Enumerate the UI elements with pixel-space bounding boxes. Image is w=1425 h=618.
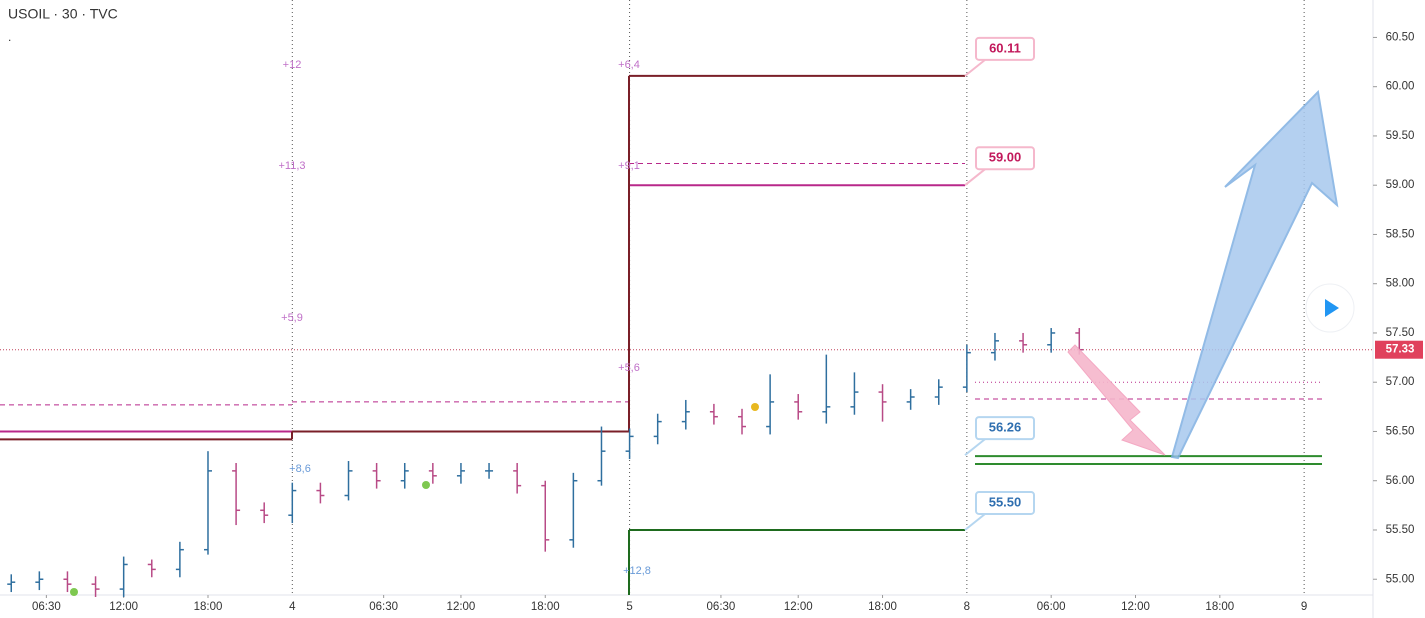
play-icon bbox=[1325, 299, 1339, 317]
y-tick-label: 56.00 bbox=[1386, 475, 1415, 487]
y-tick-label: 55.50 bbox=[1386, 524, 1415, 536]
x-tick-label: 06:30 bbox=[32, 601, 61, 613]
x-tick-label: 18:00 bbox=[531, 601, 560, 613]
label-connector bbox=[964, 513, 986, 531]
price-label-box bbox=[975, 416, 1035, 441]
last-price-label: 57.33 bbox=[1386, 344, 1415, 356]
pink-arrow bbox=[1067, 344, 1166, 456]
y-tick-label: 59.50 bbox=[1386, 130, 1415, 142]
y-tick-label: 58.00 bbox=[1386, 278, 1415, 290]
x-tick-label: 06:30 bbox=[369, 601, 398, 613]
x-tick-label: 12:00 bbox=[447, 601, 476, 613]
y-tick-label: 60.50 bbox=[1386, 31, 1415, 43]
price-label: 55.50 bbox=[989, 494, 1022, 509]
annotation: +9,1 bbox=[618, 160, 640, 172]
label-connector bbox=[964, 438, 986, 456]
annotation: +5,6 bbox=[618, 362, 640, 374]
y-tick-label: 56.50 bbox=[1386, 426, 1415, 438]
signal-dot bbox=[70, 588, 78, 596]
annotation: +5,9 bbox=[281, 312, 303, 324]
annotation: +6,4 bbox=[618, 59, 640, 71]
price-label: 60.11 bbox=[989, 40, 1021, 55]
label-connector bbox=[964, 59, 986, 77]
chart-title: USOIL · 30 · TVC bbox=[8, 6, 118, 22]
x-tick-label: 06:00 bbox=[1037, 601, 1066, 613]
y-tick-label: 55.00 bbox=[1386, 573, 1415, 585]
label-connector bbox=[964, 168, 986, 186]
last-price-box bbox=[1375, 340, 1423, 359]
y-tick-label: 57.00 bbox=[1386, 376, 1415, 388]
price-label: 56.26 bbox=[989, 420, 1022, 435]
annotation: +12,8 bbox=[623, 565, 651, 577]
annotation: +11,3 bbox=[278, 160, 305, 172]
annotation: +8,6 bbox=[289, 463, 311, 475]
x-tick-label: 5 bbox=[626, 601, 632, 613]
price-label-box bbox=[975, 146, 1035, 171]
x-tick-label: 4 bbox=[289, 601, 296, 613]
chart-subtitle: . bbox=[8, 30, 11, 44]
x-tick-label: 9 bbox=[1301, 601, 1307, 613]
x-tick-label: 8 bbox=[964, 601, 970, 613]
x-tick-label: 18:00 bbox=[194, 601, 223, 613]
blue-arrow bbox=[1170, 89, 1339, 460]
x-tick-label: 18:00 bbox=[868, 601, 897, 613]
x-tick-label: 06:30 bbox=[707, 601, 736, 613]
price-label: 59.00 bbox=[989, 150, 1022, 165]
y-tick-label: 57.50 bbox=[1386, 327, 1415, 339]
price-label-box bbox=[975, 490, 1035, 515]
signal-dot bbox=[751, 403, 759, 411]
signal-dot bbox=[422, 481, 430, 489]
y-tick-label: 59.00 bbox=[1386, 179, 1415, 191]
x-tick-label: 12:00 bbox=[1121, 601, 1150, 613]
y-tick-label: 60.00 bbox=[1386, 81, 1415, 93]
x-tick-label: 12:00 bbox=[784, 601, 813, 613]
x-tick-label: 12:00 bbox=[109, 601, 138, 613]
annotation: +12 bbox=[283, 59, 302, 71]
x-tick-label: 18:00 bbox=[1205, 601, 1234, 613]
price-label-box bbox=[975, 36, 1035, 61]
y-tick-label: 58.50 bbox=[1386, 228, 1415, 240]
